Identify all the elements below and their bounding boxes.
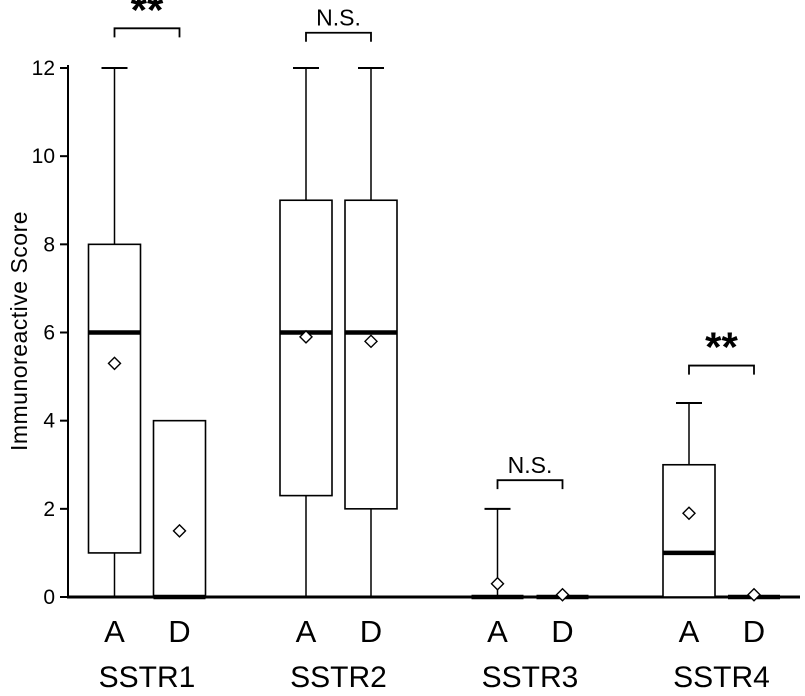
significance-label: N.S. (508, 452, 553, 478)
significance-bracket (113, 27, 181, 38)
y-tick-label: 10 (32, 145, 55, 168)
mean-marker (364, 334, 378, 349)
significance-bracket (496, 479, 564, 490)
box-label: D (551, 614, 573, 649)
significance-bracket (688, 364, 755, 375)
y-tick-label: 2 (43, 498, 55, 521)
y-axis-label: Immunoreactive Score (6, 210, 32, 452)
y-tick-label: 6 (43, 322, 55, 345)
y-tick-label: 4 (43, 410, 55, 433)
box (152, 419, 207, 598)
group-label: SSTR4 (673, 661, 770, 694)
significance-label: N.S. (316, 5, 361, 31)
mean-marker (490, 576, 505, 591)
box-label: A (487, 614, 508, 649)
y-tick-label: 0 (43, 586, 55, 609)
mean-marker (172, 523, 187, 538)
box (662, 463, 716, 598)
group-label: SSTR3 (482, 661, 579, 694)
mean-marker (682, 506, 696, 521)
group-label: SSTR2 (290, 661, 387, 694)
box-label: A (296, 614, 317, 649)
significance-label: ** (705, 324, 738, 371)
box (87, 243, 142, 554)
box-label: D (168, 614, 190, 649)
box-label: A (104, 614, 125, 649)
significance-bracket (305, 31, 372, 42)
box-label: D (360, 614, 382, 649)
box (279, 199, 333, 497)
mean-marker (299, 329, 313, 344)
mean-marker (747, 587, 761, 602)
box (344, 199, 398, 510)
box-label: A (679, 614, 700, 649)
box-label: D (743, 614, 765, 649)
y-tick-label: 8 (43, 233, 55, 256)
mean-marker (107, 356, 122, 371)
y-tick-label: 12 (32, 57, 55, 80)
group-label: SSTR1 (99, 661, 196, 694)
significance-label: ** (131, 0, 164, 33)
mean-marker (555, 587, 570, 602)
